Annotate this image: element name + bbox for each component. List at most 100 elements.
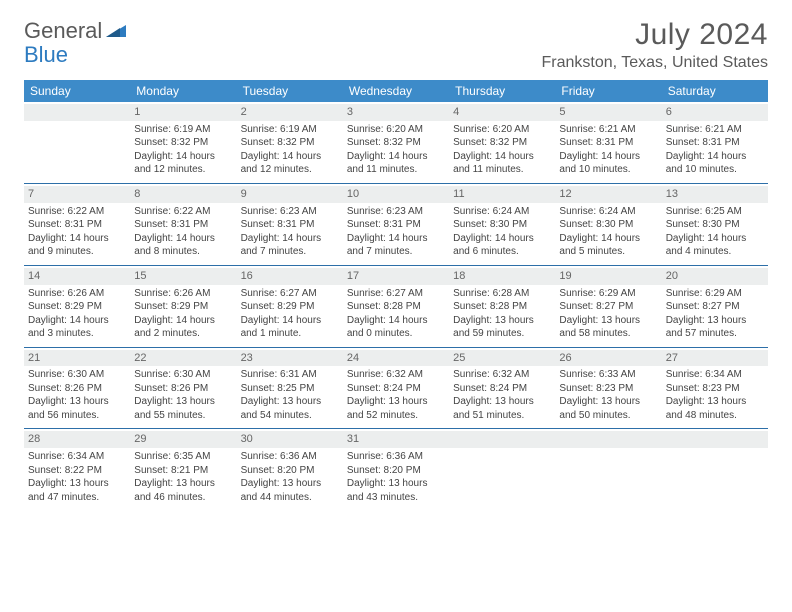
day-info-line: and 59 minutes. (453, 327, 551, 341)
title-block: July 2024 Frankston, Texas, United State… (542, 18, 768, 72)
day-info-line: Daylight: 13 hours (28, 477, 126, 491)
day-info-line: and 10 minutes. (559, 163, 657, 177)
day-cell: 2Sunrise: 6:19 AMSunset: 8:32 PMDaylight… (237, 102, 343, 183)
logo-triangle-icon (106, 22, 128, 40)
day-info-line: Sunrise: 6:23 AM (241, 205, 339, 219)
day-number: 2 (237, 104, 343, 121)
day-info-line: Sunset: 8:24 PM (347, 382, 445, 396)
day-cell (662, 429, 768, 510)
day-number: 14 (24, 268, 130, 285)
day-info-line: and 8 minutes. (134, 245, 232, 259)
day-info-line: and 3 minutes. (28, 327, 126, 341)
day-info-line: Sunset: 8:27 PM (666, 300, 764, 314)
day-info-line: Sunrise: 6:33 AM (559, 368, 657, 382)
day-info-line: Sunrise: 6:32 AM (453, 368, 551, 382)
day-info-line: and 5 minutes. (559, 245, 657, 259)
day-cell: 12Sunrise: 6:24 AMSunset: 8:30 PMDayligh… (555, 184, 661, 265)
day-info-line: Daylight: 14 hours (241, 232, 339, 246)
day-number: 8 (130, 186, 236, 203)
weekday-label: Thursday (449, 80, 555, 102)
day-info-line: Sunrise: 6:21 AM (666, 123, 764, 137)
day-info-line: Sunrise: 6:24 AM (559, 205, 657, 219)
day-info-line: and 0 minutes. (347, 327, 445, 341)
day-number: 22 (130, 350, 236, 367)
weekday-label: Wednesday (343, 80, 449, 102)
day-info-line: and 12 minutes. (241, 163, 339, 177)
day-cell: 10Sunrise: 6:23 AMSunset: 8:31 PMDayligh… (343, 184, 449, 265)
day-info-line: Sunset: 8:31 PM (134, 218, 232, 232)
day-number: 28 (24, 431, 130, 448)
day-number: 19 (555, 268, 661, 285)
day-info-line: and 50 minutes. (559, 409, 657, 423)
day-number: 21 (24, 350, 130, 367)
day-cell: 29Sunrise: 6:35 AMSunset: 8:21 PMDayligh… (130, 429, 236, 510)
day-info-line: Sunset: 8:23 PM (559, 382, 657, 396)
day-info-line: Sunrise: 6:21 AM (559, 123, 657, 137)
day-number: 20 (662, 268, 768, 285)
day-cell: 3Sunrise: 6:20 AMSunset: 8:32 PMDaylight… (343, 102, 449, 183)
day-number: 7 (24, 186, 130, 203)
day-info-line: Sunset: 8:23 PM (666, 382, 764, 396)
day-number: 18 (449, 268, 555, 285)
brand-logo: General (24, 18, 130, 44)
day-info-line: Sunset: 8:32 PM (453, 136, 551, 150)
day-number: 4 (449, 104, 555, 121)
day-cell: 30Sunrise: 6:36 AMSunset: 8:20 PMDayligh… (237, 429, 343, 510)
day-info-line: Daylight: 13 hours (453, 395, 551, 409)
day-info-line: Daylight: 14 hours (559, 232, 657, 246)
day-cell: 14Sunrise: 6:26 AMSunset: 8:29 PMDayligh… (24, 266, 130, 347)
day-info-line: Daylight: 14 hours (241, 314, 339, 328)
day-number: 6 (662, 104, 768, 121)
day-info-line: Daylight: 13 hours (453, 314, 551, 328)
day-cell: 11Sunrise: 6:24 AMSunset: 8:30 PMDayligh… (449, 184, 555, 265)
day-info-line: Sunrise: 6:34 AM (666, 368, 764, 382)
day-info-line: and 57 minutes. (666, 327, 764, 341)
day-info-line: and 11 minutes. (453, 163, 551, 177)
day-info-line: Daylight: 13 hours (559, 395, 657, 409)
day-info-line: and 7 minutes. (347, 245, 445, 259)
day-info-line: Sunrise: 6:25 AM (666, 205, 764, 219)
weeks-container: 1Sunrise: 6:19 AMSunset: 8:32 PMDaylight… (24, 102, 768, 510)
day-info-line: and 56 minutes. (28, 409, 126, 423)
calendar-grid: Sunday Monday Tuesday Wednesday Thursday… (24, 80, 768, 510)
day-number: 9 (237, 186, 343, 203)
day-number: 29 (130, 431, 236, 448)
day-info-line: Sunset: 8:29 PM (241, 300, 339, 314)
day-cell: 9 Sunrise: 6:23 AMSunset: 8:31 PMDaylight… (237, 184, 343, 265)
day-info-line: Sunset: 8:32 PM (134, 136, 232, 150)
day-cell: 15Sunrise: 6:26 AMSunset: 8:29 PMDayligh… (130, 266, 236, 347)
day-info-line: Sunset: 8:31 PM (666, 136, 764, 150)
weekday-label: Saturday (662, 80, 768, 102)
day-info-line: Sunrise: 6:24 AM (453, 205, 551, 219)
day-number: 11 (449, 186, 555, 203)
day-info-line: Daylight: 14 hours (347, 150, 445, 164)
day-info-line: and 10 minutes. (666, 163, 764, 177)
day-cell (24, 102, 130, 183)
day-info-line: Sunrise: 6:36 AM (241, 450, 339, 464)
day-cell: 5Sunrise: 6:21 AMSunset: 8:31 PMDaylight… (555, 102, 661, 183)
day-info-line: Daylight: 14 hours (347, 232, 445, 246)
day-info-line: Sunset: 8:30 PM (453, 218, 551, 232)
logo-text-part1: General (24, 18, 102, 44)
day-info-line: Daylight: 14 hours (28, 314, 126, 328)
day-info-line: Sunset: 8:31 PM (347, 218, 445, 232)
day-cell: 23Sunrise: 6:31 AMSunset: 8:25 PMDayligh… (237, 348, 343, 429)
week-row: 21Sunrise: 6:30 AM Sunset: 8:26 PM Dayligh… (24, 348, 768, 430)
logo-text-part2: Blue (24, 42, 68, 68)
day-cell: 4Sunrise: 6:20 AMSunset: 8:32 PMDaylight… (449, 102, 555, 183)
day-cell: 7Sunrise: 6:22 AMSunset: 8:31 PMDaylight… (24, 184, 130, 265)
day-cell: 21Sunrise: 6:30 AMSunset: 8:26 PMDayligh… (24, 348, 130, 429)
day-info-line: Sunset: 8:27 PM (559, 300, 657, 314)
day-cell: 27Sunrise: 6:34 AMSunset: 8:23 PMDayligh… (662, 348, 768, 429)
day-info-line: Sunrise: 6:27 AM (241, 287, 339, 301)
day-number: 13 (662, 186, 768, 203)
day-info-line: Sunrise: 6:30 AM (28, 368, 126, 382)
day-info-line: and 1 minute. (241, 327, 339, 341)
day-info-line: and 44 minutes. (241, 491, 339, 505)
day-info-line: Sunset: 8:21 PM (134, 464, 232, 478)
day-info-line: Sunset: 8:31 PM (241, 218, 339, 232)
day-info-line: Daylight: 14 hours (666, 150, 764, 164)
day-number: 30 (237, 431, 343, 448)
day-info-line: Sunset: 8:26 PM (134, 382, 232, 396)
day-cell: 1Sunrise: 6:19 AMSunset: 8:32 PMDaylight… (130, 102, 236, 183)
